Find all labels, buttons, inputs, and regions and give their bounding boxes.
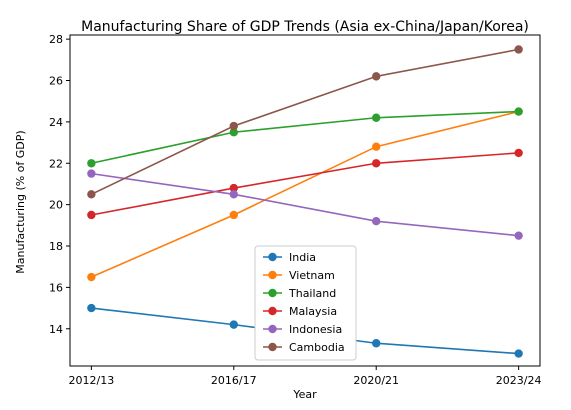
legend-marker [268,342,277,352]
data-point [372,159,381,168]
y-axis-label: Manufacturing (% of GDP) [14,130,27,273]
data-point [514,107,523,116]
y-tick-label: 14 [49,323,63,336]
data-point [87,303,96,313]
data-point [87,169,96,178]
data-point [514,148,523,158]
series-indonesia [87,169,523,240]
x-tick-label: 2020/21 [353,374,399,387]
legend-item-malaysia: Malaysia [263,305,337,318]
data-point [514,349,523,358]
data-point [514,45,523,54]
legend-marker [268,306,277,316]
plot-frame [69,34,541,367]
data-point [372,113,381,122]
legend-label: Indonesia [289,323,342,336]
x-tick-label: 2012/13 [69,374,115,387]
data-point [372,339,381,348]
legend-label: Thailand [288,287,336,300]
legend-item-vietnam: Vietnam [263,269,335,282]
x-tick-label: 2023/24 [496,374,542,387]
legend-item-india: India [263,251,316,264]
y-tick-label: 22 [49,157,63,170]
data-point [372,142,381,151]
data-point [372,216,381,226]
series-cambodia [87,45,523,199]
data-point [229,320,238,329]
legend-item-cambodia: Cambodia [263,341,345,354]
series-line [91,152,519,216]
data-point [87,210,96,220]
data-point [87,272,96,282]
plot-area [69,34,541,367]
data-point [87,190,96,199]
series-malaysia [87,148,523,220]
series-line [91,110,519,165]
y-tick-label: 28 [49,33,63,46]
series-thailand [87,107,523,168]
legend-marker [268,270,277,280]
y-tick-label: 16 [49,281,63,294]
y-tick-label: 24 [49,116,63,129]
x-axis: 2012/13 2016/17 2020/21 2023/24 [69,366,542,387]
legend: India Vietnam Thailand Malaysia Indonesia Cam… [254,245,357,361]
data-point [372,72,381,81]
legend-item-indonesia: Indonesia [263,323,342,336]
y-tick-label: 26 [49,75,63,88]
data-point [229,190,238,199]
data-point [229,210,238,220]
legend-marker [268,288,277,298]
y-tick-label: 18 [49,240,63,253]
data-point [87,159,96,168]
x-tick-label: 2016/17 [211,374,257,387]
chart-title: Manufacturing Share of GDP Trends (Asia … [81,19,529,35]
series-line [91,172,519,237]
x-axis-label: Year [292,388,317,401]
data-point [229,121,238,131]
legend-label: Vietnam [289,269,335,282]
legend-label: Cambodia [289,341,345,354]
series-line [91,110,519,278]
y-axis: 14 16 18 20 22 24 26 28 [49,33,70,336]
data-point [514,231,523,240]
legend-item-thailand: Thailand [263,287,336,300]
legend-marker [268,324,277,334]
legend-label: Malaysia [289,305,337,318]
y-tick-label: 20 [49,199,63,212]
legend-marker [268,252,277,262]
legend-label: India [289,251,316,264]
series-line [91,48,519,196]
